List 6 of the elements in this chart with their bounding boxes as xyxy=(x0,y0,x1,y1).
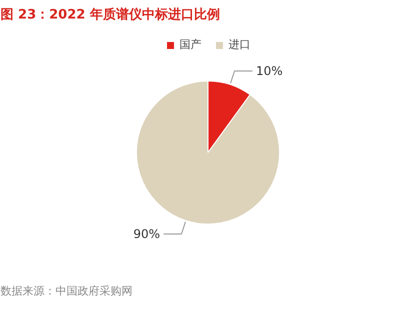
data-label: 90% xyxy=(133,227,160,242)
chart-title: 图 23：2022 年质谱仪中标进口比例 xyxy=(0,6,220,22)
legend-label: 国产 xyxy=(180,37,202,52)
data-label: 10% xyxy=(256,64,283,78)
legend-label: 进口 xyxy=(228,37,250,52)
source-note: 数据来源：中国政府采购网 xyxy=(0,284,132,298)
